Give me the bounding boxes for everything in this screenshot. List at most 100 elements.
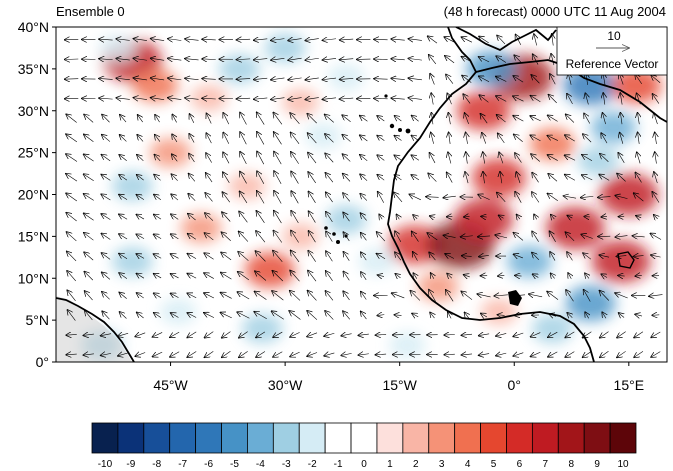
wind-vector (515, 275, 522, 276)
field-anomaly-18 (325, 204, 367, 235)
wind-vector (272, 291, 284, 301)
wind-vector (223, 113, 230, 125)
wind-vector (66, 134, 78, 143)
wind-vector (240, 112, 247, 125)
wind-vector (84, 252, 94, 261)
wind-vector (443, 235, 456, 237)
wind-vector (585, 312, 589, 319)
wind-vector (496, 96, 507, 102)
wind-vector (448, 152, 451, 164)
wind-vector (532, 231, 539, 242)
wind-vector (83, 213, 94, 221)
wind-vector (478, 76, 490, 82)
wind-vector (360, 213, 367, 221)
wind-vector (513, 254, 523, 258)
field-anomaly-13 (244, 251, 295, 288)
wind-vector (307, 290, 317, 301)
wind-vector (582, 351, 592, 357)
wind-vector (463, 94, 471, 104)
wind-vector (289, 311, 301, 320)
lat-tick-label: 5°N (26, 312, 50, 328)
wind-vector (480, 313, 488, 317)
wind-vector (308, 172, 316, 184)
wind-vector (599, 331, 609, 338)
wind-vector (238, 251, 249, 261)
wind-vector (565, 331, 575, 338)
colorbar-label: 7 (543, 459, 549, 470)
wind-vector (101, 174, 111, 181)
wind-vector (566, 290, 574, 302)
field-anomaly-1 (132, 69, 179, 103)
wind-vector (652, 94, 660, 104)
wind-vector (617, 331, 626, 338)
wind-vector (137, 155, 144, 162)
wind-vector (240, 151, 247, 165)
wind-vector (447, 273, 452, 278)
wind-vector (530, 333, 541, 337)
wind-vector (172, 114, 176, 123)
colorbar-swatch (454, 422, 481, 454)
wind-vector (446, 74, 454, 84)
wind-vector (221, 331, 231, 338)
wind-vector (66, 173, 78, 182)
coastline-south-america (56, 297, 135, 362)
wind-vector (361, 252, 367, 261)
wind-vector (64, 39, 79, 40)
wind-vector (236, 79, 251, 80)
wind-vector (307, 113, 317, 124)
wind-vector (185, 59, 199, 60)
wind-vector (99, 98, 113, 99)
wind-vector (307, 333, 318, 337)
wind-vector (116, 58, 130, 60)
wind-vector (187, 331, 197, 338)
wind-vector (637, 112, 639, 125)
colorbar-swatch (350, 422, 378, 454)
wind-vector (391, 98, 405, 99)
wind-vector (550, 252, 556, 261)
colorbar-label: -1 (334, 459, 343, 470)
wind-vector (238, 231, 249, 242)
wind-vector (83, 334, 94, 335)
wind-vector (513, 353, 524, 357)
wind-vector (308, 270, 317, 282)
wind-vector (342, 154, 351, 162)
wind-vector (583, 289, 591, 302)
colorbar-label: 8 (568, 459, 574, 470)
wind-vector (188, 213, 196, 221)
colorbar-label: -5 (230, 459, 239, 470)
wind-vector (308, 231, 316, 243)
wind-vector (411, 231, 419, 242)
wind-vector (239, 351, 248, 357)
wind-vector (273, 331, 283, 337)
wind-vector (185, 98, 199, 99)
wind-vector (204, 351, 214, 357)
lon-tick-label: 15°W (382, 377, 417, 393)
wind-vector (116, 39, 130, 41)
wind-vector (531, 154, 541, 162)
wind-vector (256, 351, 266, 357)
map-panel (56, 27, 667, 362)
plot-left-title: Ensemble 0 (56, 4, 125, 19)
wind-vector (654, 172, 658, 184)
colorbar-swatch (609, 422, 637, 454)
wind-vector (204, 313, 215, 318)
wind-vector (581, 234, 593, 238)
wind-vector (634, 331, 644, 338)
wind-vector (376, 253, 386, 259)
wind-vector (135, 353, 146, 357)
wind-vector (391, 59, 405, 60)
field-anomaly-8 (149, 137, 192, 168)
wind-vector (391, 293, 405, 299)
wind-vector (391, 39, 405, 40)
wind-vector (116, 98, 130, 100)
wind-vector (585, 273, 589, 278)
wind-vector (291, 152, 299, 164)
wind-vector (377, 116, 385, 121)
wind-vector (565, 351, 575, 358)
wind-vector (465, 172, 468, 184)
wind-vector (339, 98, 354, 99)
colorbar-swatch (169, 422, 197, 454)
wind-vector (67, 290, 76, 301)
wind-vector (653, 215, 657, 219)
wind-vector (617, 351, 626, 357)
